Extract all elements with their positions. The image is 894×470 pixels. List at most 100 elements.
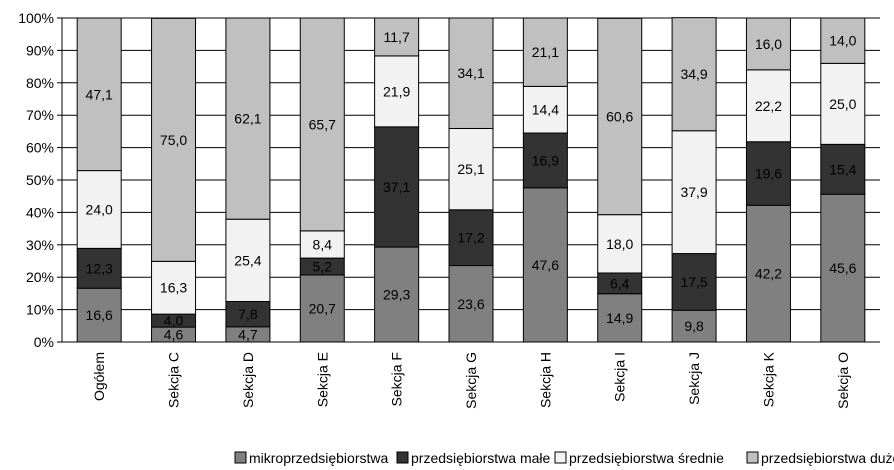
data-label: 5,2 (313, 259, 333, 275)
data-label: 25,4 (234, 252, 261, 268)
data-label: 60,6 (606, 108, 633, 124)
data-label: 37,9 (680, 184, 707, 200)
bar-segment (151, 17, 197, 262)
data-label: 21,9 (383, 83, 410, 99)
data-label: 14,0 (829, 33, 856, 49)
bar-segment (522, 85, 568, 134)
data-label: 17,2 (457, 230, 484, 246)
bar-segment (299, 274, 345, 343)
legend-label: przedsiębiorstwa duże (761, 450, 894, 466)
category-label: Sekcja K (760, 351, 776, 407)
bar-segment (225, 17, 271, 220)
data-label: 34,1 (457, 65, 484, 81)
y-tick-label: 10% (26, 302, 54, 318)
y-tick-label: 50% (26, 172, 54, 188)
bar-segment (745, 17, 791, 71)
bar-segment (671, 253, 717, 311)
data-label: 9,8 (684, 318, 704, 334)
data-label: 7,8 (238, 306, 258, 322)
data-label: 12,3 (86, 260, 113, 276)
data-label: 65,7 (309, 116, 336, 132)
data-label: 19,6 (755, 166, 782, 182)
bar-segment (76, 287, 122, 343)
data-label: 21,1 (532, 44, 559, 60)
bar-segment (76, 17, 122, 172)
bar-segment (448, 17, 494, 129)
y-tick-label: 0% (34, 334, 54, 350)
category-label: Sekcja G (463, 352, 479, 409)
bar-segment (522, 132, 568, 189)
legend-swatch (746, 451, 759, 464)
data-label: 29,3 (383, 287, 410, 303)
legend-label: mikroprzedsiębiorstwa (249, 450, 388, 466)
bar-segment (820, 62, 866, 145)
y-tick-label: 80% (26, 75, 54, 91)
data-label: 62,1 (234, 111, 261, 127)
bar-segment (745, 141, 791, 206)
bar-segment (522, 17, 568, 87)
legend-label: przedsiębiorstwa średnie (569, 450, 724, 466)
category-label: Sekcja E (314, 352, 330, 407)
legend-label: przedsiębiorstwa małe (411, 450, 550, 466)
bar-segment (597, 17, 643, 216)
bar-segment (522, 187, 568, 343)
data-label: 14,4 (532, 102, 559, 118)
category-label: Sekcja O (835, 352, 851, 409)
data-label: 16,3 (160, 280, 187, 296)
data-label: 24,0 (86, 201, 113, 217)
legend-swatch (234, 451, 247, 464)
data-label: 47,1 (86, 86, 113, 102)
bar-segment (597, 214, 643, 274)
data-label: 16,0 (755, 36, 782, 52)
data-label: 25,0 (829, 96, 856, 112)
bar-segment (745, 204, 791, 343)
data-label: 14,9 (606, 310, 633, 326)
legend-swatch (396, 451, 409, 464)
data-label: 47,6 (532, 257, 559, 273)
bar-segment (299, 230, 345, 259)
data-label: 25,1 (457, 161, 484, 177)
bar-segment (820, 17, 866, 64)
category-label: Ogółem (91, 352, 107, 401)
category-label: Sekcja J (686, 352, 702, 405)
data-label: 4,7 (238, 326, 258, 342)
data-label: 22,2 (755, 98, 782, 114)
data-label: 6,4 (610, 275, 630, 291)
category-label: Sekcja C (166, 352, 182, 408)
data-label: 15,4 (829, 161, 856, 177)
category-label: Sekcja H (537, 352, 553, 408)
bar-segment (597, 293, 643, 343)
data-label: 42,2 (755, 266, 782, 282)
category-label: Sekcja D (240, 352, 256, 408)
bar-segment (225, 301, 271, 328)
data-label: 37,1 (383, 179, 410, 195)
data-label: 20,7 (309, 300, 336, 316)
data-label: 75,0 (160, 132, 187, 148)
bar-segment (151, 260, 197, 315)
bar-segment (448, 127, 494, 211)
legend-swatch (554, 451, 567, 464)
data-label: 45,6 (829, 260, 856, 276)
bar-segment (76, 247, 122, 289)
bar-segment (299, 17, 345, 232)
data-label: 11,7 (384, 29, 410, 45)
y-tick-label: 70% (26, 107, 54, 123)
data-label: 16,6 (86, 307, 113, 323)
data-label: 34,9 (680, 66, 707, 82)
data-label: 23,6 (457, 296, 484, 312)
bar-segment (448, 265, 494, 343)
bar-segment (374, 126, 420, 248)
y-tick-label: 20% (26, 269, 54, 285)
data-label: 17,5 (680, 274, 707, 290)
data-label: 4,0 (164, 313, 184, 329)
data-label: 4,6 (164, 327, 184, 343)
bar-segment (225, 218, 271, 302)
bar-segment (820, 193, 866, 343)
y-tick-label: 40% (26, 204, 54, 220)
data-label: 8,4 (313, 236, 333, 252)
y-tick-label: 90% (26, 42, 54, 58)
bar-segment (671, 17, 717, 132)
y-tick-label: 30% (26, 237, 54, 253)
data-label: 18,0 (606, 236, 633, 252)
